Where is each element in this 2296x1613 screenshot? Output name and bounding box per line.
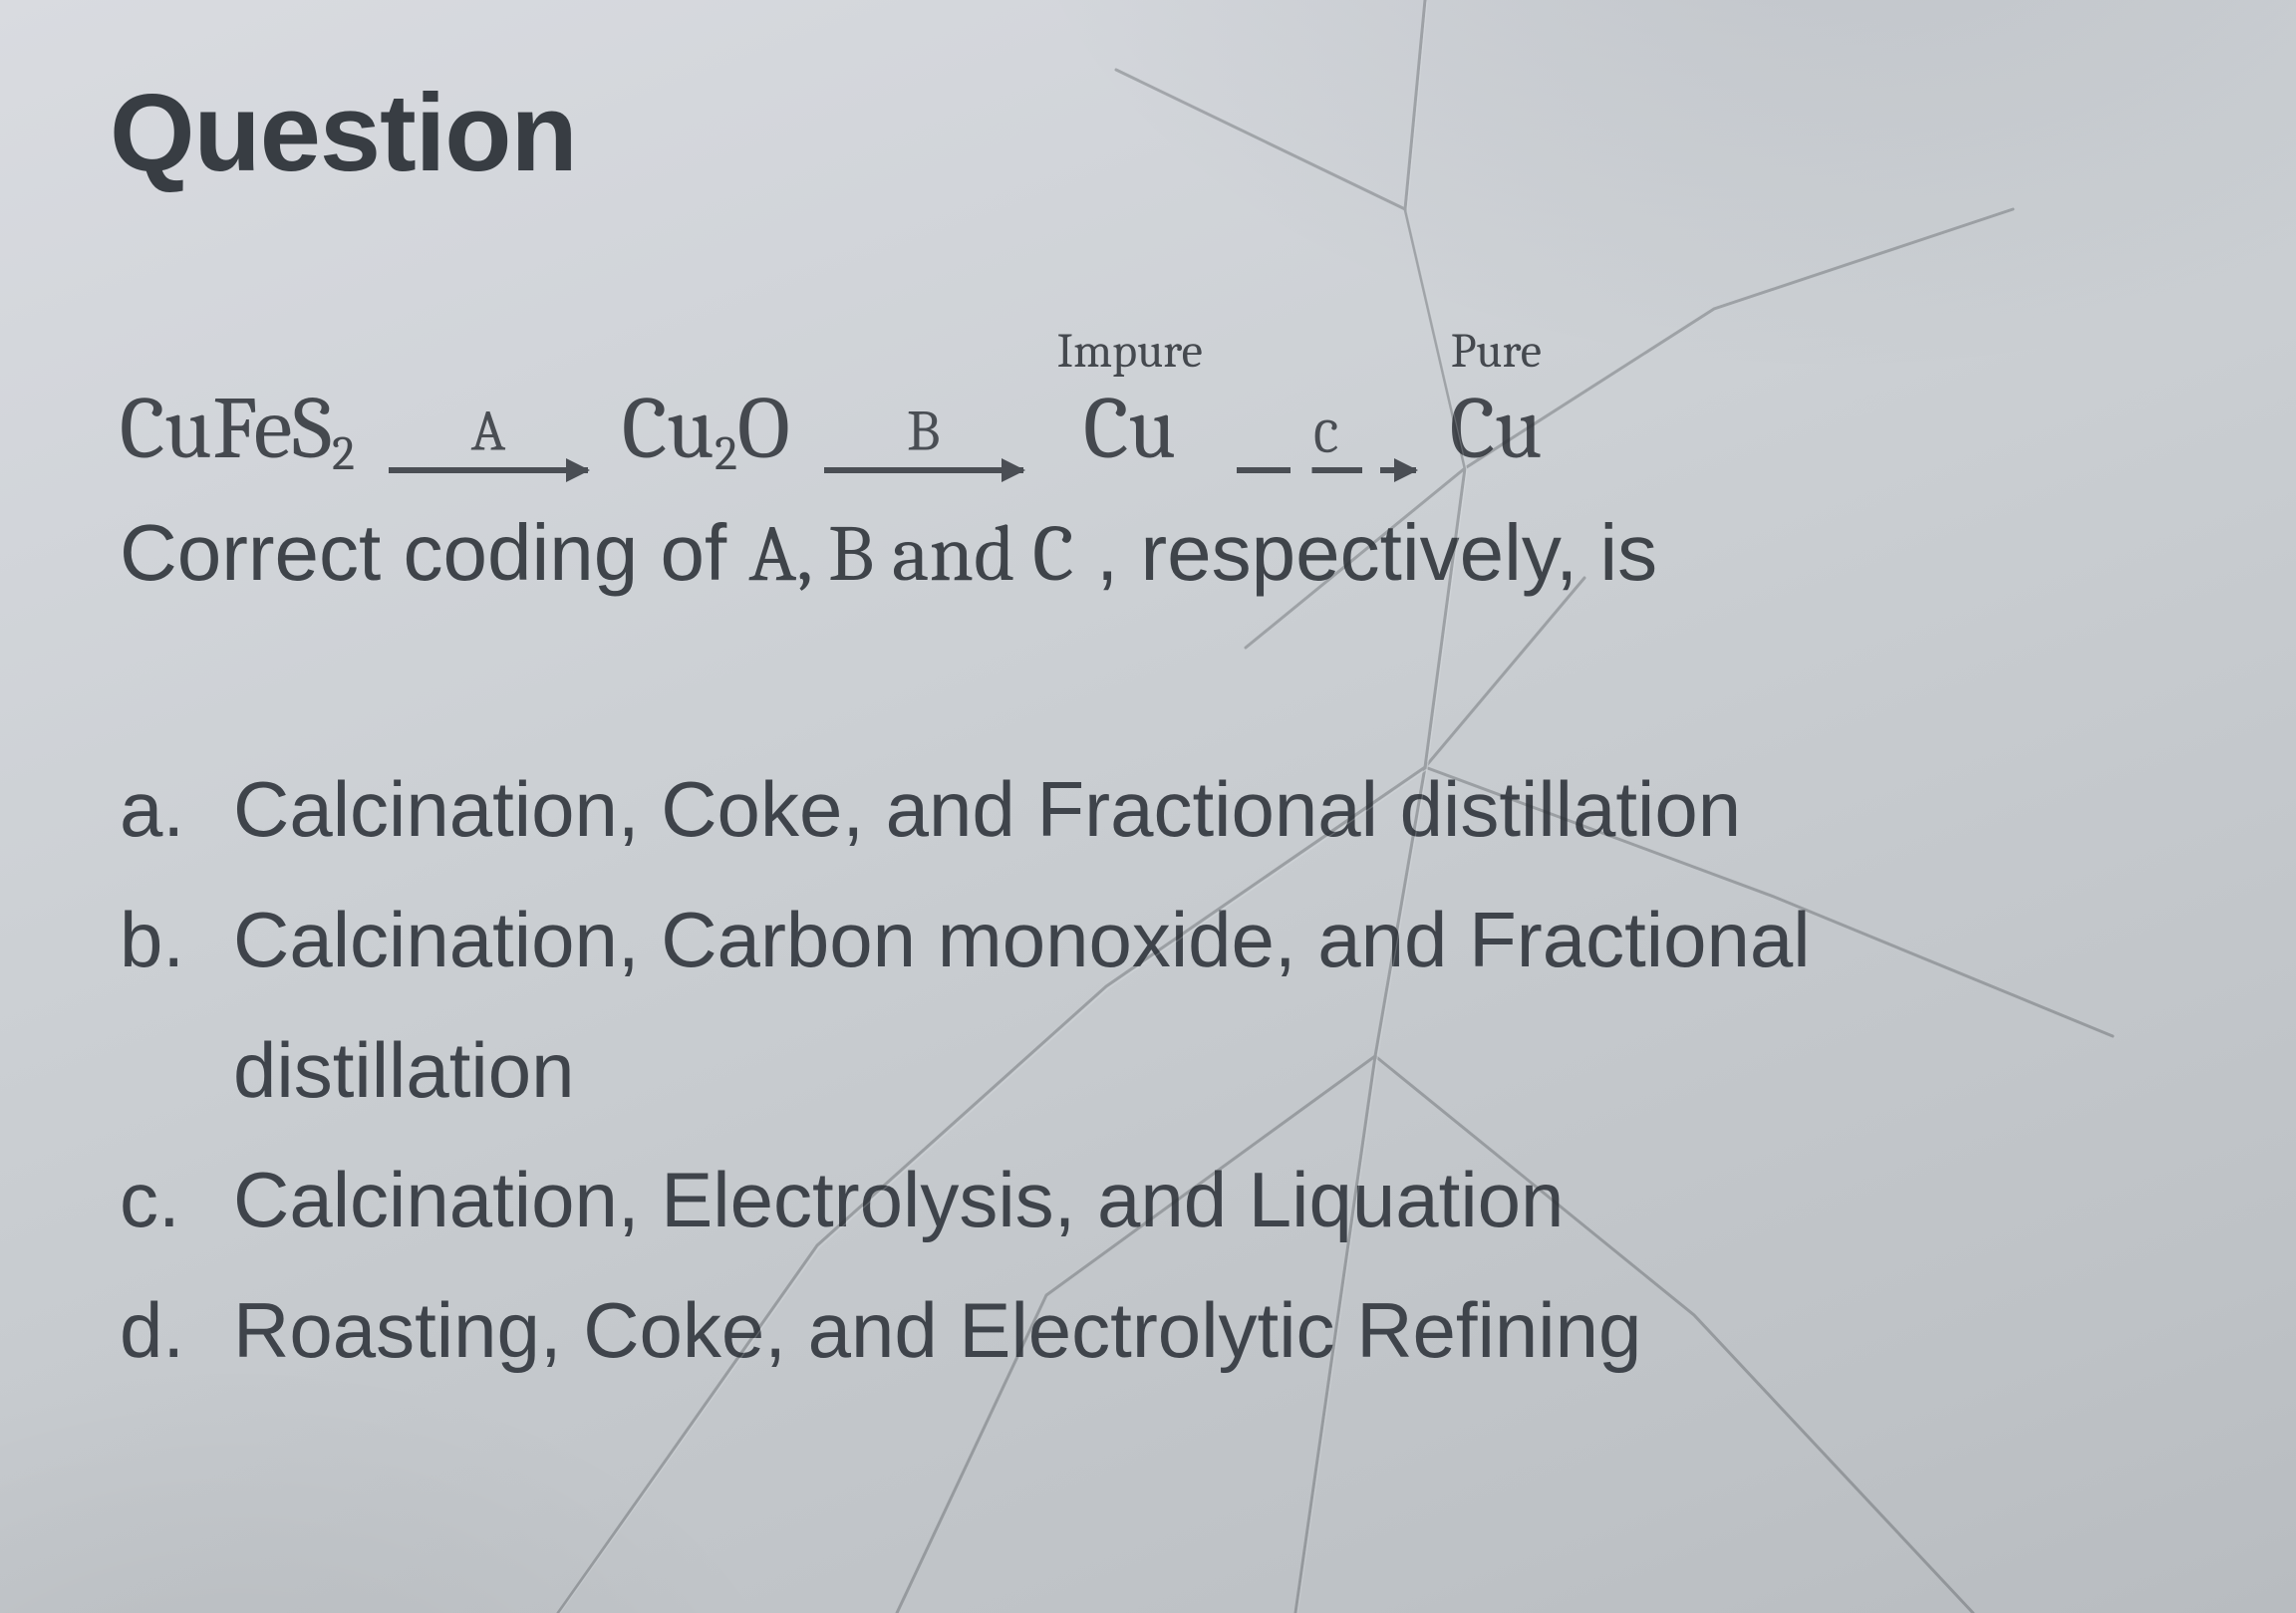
prompt-suffix: , respectively, is	[1074, 508, 1657, 597]
species-top-label: Pure	[1450, 326, 1543, 379]
arrow-b-label: B	[907, 403, 941, 461]
formula-text: Cu	[1057, 379, 1203, 479]
option-letter: d.	[120, 1270, 199, 1391]
option-b[interactable]: b. Calcination, Carbon monoxide, and Fra…	[120, 880, 2186, 1000]
question-heading: Question	[110, 70, 2186, 196]
option-letter: a.	[120, 749, 199, 870]
option-text: Calcination, Electrolysis, and Liquation	[233, 1140, 1564, 1260]
option-text: Calcination, Carbon monoxide, and Fracti…	[233, 880, 1811, 1000]
option-letter: c.	[120, 1140, 199, 1260]
option-text: distillation	[233, 1010, 575, 1131]
prompt-vars: A, B and C	[748, 508, 1073, 600]
formula-sub: 2	[332, 430, 355, 478]
species-top-label: Impure	[1057, 326, 1203, 379]
question-page: Question CuFeS2 A Cu2O B Impure Cu C Pur…	[0, 0, 2296, 1391]
formula-text: Cu	[622, 379, 715, 479]
arrow-a: A	[389, 403, 588, 473]
option-a[interactable]: a. Calcination, Coke, and Fractional dis…	[120, 749, 2186, 870]
reaction-scheme: CuFeS2 A Cu2O B Impure Cu C Pure Cu	[120, 326, 2186, 479]
option-c[interactable]: c. Calcination, Electrolysis, and Liquat…	[120, 1140, 2186, 1260]
arrow-c-line	[1237, 467, 1416, 473]
option-b-continuation: distillation	[120, 1010, 2186, 1131]
prompt-prefix: Correct coding of	[120, 508, 748, 597]
option-text: Roasting, Coke, and Electrolytic Refinin…	[233, 1270, 1641, 1391]
arrow-b-line	[824, 467, 1023, 473]
species-cu2o: Cu2O	[622, 379, 790, 479]
question-prompt: Correct coding of A, B and C , respectiv…	[120, 507, 2186, 600]
arrow-b: B	[824, 403, 1023, 473]
arrow-a-line	[389, 467, 588, 473]
arrow-c-label: C	[1313, 413, 1338, 461]
option-d[interactable]: d. Roasting, Coke, and Electrolytic Refi…	[120, 1270, 2186, 1391]
formula-tail: O	[737, 379, 790, 479]
option-text: Calcination, Coke, and Fractional distil…	[233, 749, 1741, 870]
options-list: a. Calcination, Coke, and Fractional dis…	[120, 749, 2186, 1391]
arrow-a-label: A	[471, 403, 506, 461]
species-pure-cu: Pure Cu	[1450, 326, 1543, 479]
arrow-c: C	[1237, 413, 1416, 473]
species-impure-cu: Impure Cu	[1057, 326, 1203, 479]
formula-sub: 2	[715, 430, 737, 478]
option-letter: b.	[120, 880, 199, 1000]
formula-text: Cu	[1450, 379, 1543, 479]
formula-text: CuFeS	[120, 379, 332, 479]
species-cufes2: CuFeS2	[120, 379, 355, 479]
